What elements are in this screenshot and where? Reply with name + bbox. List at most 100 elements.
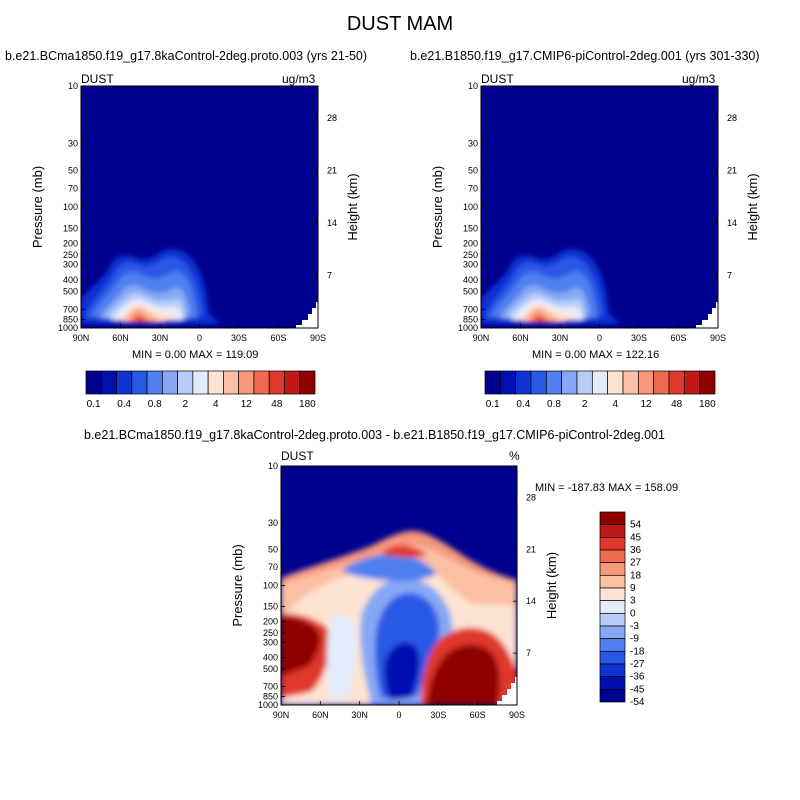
colorbar-label: 4 (613, 399, 619, 410)
y2-axis-title: Height (km) (544, 552, 559, 619)
pressure-tick-label: 70 (468, 183, 478, 193)
pressure-tick-label: 100 (63, 202, 78, 212)
colorbar-label: -18 (630, 646, 645, 657)
colorbar-label: 0.8 (148, 399, 162, 410)
lat-tick-label: 30S (430, 710, 446, 720)
right-field-label: DUST (481, 72, 514, 86)
left-colorbar: 0.1 0.4 0.8 2 4 12 48 180 (85, 370, 316, 410)
height-tick-label: 28 (327, 113, 337, 123)
height-tick-label: 14 (727, 218, 737, 228)
pressure-tick-label: 30 (468, 139, 478, 149)
topography-mask (296, 302, 318, 328)
pressure-tick-label: 200 (463, 238, 478, 248)
colorbar-swatch (599, 574, 626, 589)
colorbar-swatch (177, 370, 194, 395)
pressure-tick-label: 500 (463, 287, 478, 297)
lat-tick-label: 30N (152, 333, 169, 343)
colorbar-swatch (599, 600, 626, 614)
colorbar-swatch (561, 370, 578, 395)
colorbar-label: 180 (299, 399, 316, 410)
pressure-tick-label: 70 (68, 183, 78, 193)
colorbar-swatch (223, 370, 240, 395)
lat-tick-label: 30N (351, 710, 368, 720)
field-contours (81, 248, 318, 328)
lat-tick-label: 60S (670, 333, 686, 343)
pressure-tick-label: 1000 (458, 323, 478, 333)
colorbar-swatch (599, 612, 626, 627)
diff-positive-region (381, 545, 427, 558)
colorbar-label: 54 (630, 520, 642, 531)
colorbar-swatch (599, 587, 626, 602)
colorbar-label: 0.1 (486, 399, 500, 410)
height-tick-label: 14 (327, 218, 337, 228)
left-field-label: DUST (81, 72, 114, 86)
colorbar-swatch (599, 638, 626, 652)
colorbar-swatch (131, 370, 148, 395)
colorbar-swatch (161, 370, 178, 395)
pressure-tick-label: 30 (268, 518, 278, 528)
colorbar-swatch (499, 370, 517, 395)
pressure-tick-label: 100 (263, 581, 278, 591)
lat-tick-label: 30S (231, 333, 247, 343)
pressure-tick-label: 30 (68, 139, 78, 149)
y-axis-title: Pressure (mb) (30, 166, 45, 248)
left-panel-title: b.e21.BCma1850.f19_g17.8kaControl-2deg.p… (5, 49, 368, 63)
diff-weak-region (327, 614, 357, 698)
colorbar-swatch (622, 370, 639, 395)
pressure-tick-label: 700 (263, 681, 278, 691)
pressure-tick-label: 200 (263, 616, 278, 626)
lat-tick-label: 60N (312, 710, 329, 720)
pressure-tick-label: 250 (63, 250, 78, 260)
colorbar-label: 4 (213, 399, 219, 410)
lat-tick-label: 90S (509, 710, 525, 720)
field-contours (481, 248, 718, 328)
pressure-tick-label: 400 (63, 275, 78, 285)
height-tick-label: 7 (727, 270, 732, 280)
colorbar-label: 48 (271, 399, 283, 410)
pressure-tick-label: 850 (63, 314, 78, 324)
colorbar-label: -3 (630, 621, 639, 632)
colorbar-swatch (238, 370, 255, 395)
lat-tick-label: 30S (631, 333, 647, 343)
pressure-tick-label: 300 (463, 260, 478, 270)
colorbar-swatch (599, 536, 626, 551)
colorbar-swatch (284, 370, 301, 395)
colorbar-label: 18 (630, 570, 642, 581)
pressure-tick-label: 50 (268, 545, 278, 555)
colorbar-swatch (599, 511, 626, 526)
colorbar-swatch (299, 370, 316, 395)
pressure-tick-label: 1000 (58, 323, 78, 333)
pressure-tick-label: 500 (63, 287, 78, 297)
colorbar-swatch (653, 370, 670, 395)
colorbar-swatch (683, 370, 701, 395)
pressure-tick-label: 200 (63, 238, 78, 248)
y-axis-title: Pressure (mb) (430, 166, 445, 248)
dust-contour-level (537, 320, 543, 322)
lat-tick-label: 90N (73, 333, 90, 343)
colorbar-label: 2 (582, 399, 588, 410)
colorbar-swatch (576, 370, 593, 395)
colorbar-label: 0.4 (117, 399, 131, 410)
colorbar-swatch (207, 370, 224, 395)
lat-tick-label: 0 (597, 333, 602, 343)
pressure-tick-label: 250 (263, 628, 278, 638)
dust-contour-level (137, 320, 143, 322)
height-tick-label: 7 (327, 270, 332, 280)
lat-tick-label: 90S (310, 333, 326, 343)
colorbar-label: 0.8 (547, 399, 561, 410)
y-axis-title: Pressure (mb) (230, 544, 245, 626)
pressure-tick-label: 400 (463, 275, 478, 285)
diff-strong-positive (427, 644, 500, 705)
left-dust-panel: 1030507010015020025030040050070085010002… (30, 81, 360, 343)
y2-axis-title: Height (km) (745, 173, 760, 240)
left-minmax: MIN = 0.00 MAX = 119.09 (132, 349, 259, 361)
colorbar-label: -27 (630, 659, 645, 670)
lat-tick-label: 60S (270, 333, 286, 343)
colorbar-label: 0.4 (516, 399, 530, 410)
height-tick-label: 21 (727, 165, 737, 175)
diff-units-label: % (509, 449, 520, 463)
topography-mask (497, 677, 517, 705)
colorbar-swatch (637, 370, 655, 395)
lat-tick-label: 0 (396, 710, 401, 720)
